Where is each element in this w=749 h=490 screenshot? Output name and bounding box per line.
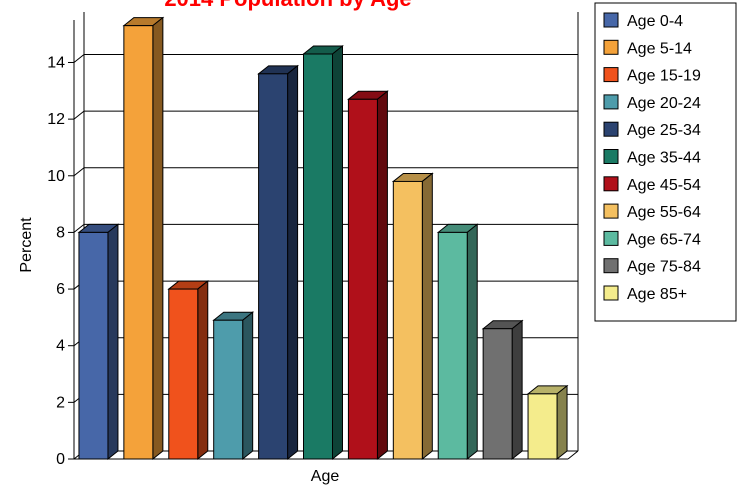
bar-side [242, 311, 254, 461]
grid-slant [73, 167, 85, 177]
bar-front [78, 231, 109, 460]
bar-age-65-74 [436, 223, 479, 461]
bar-front [482, 328, 513, 460]
bar-age-85- [526, 384, 569, 461]
grid-slant [73, 224, 85, 233]
bar-side [287, 64, 299, 461]
legend-swatch [603, 121, 619, 137]
bar-age-0-4 [77, 223, 120, 461]
legend-swatch [603, 176, 619, 192]
bar-side [152, 16, 164, 461]
legend-swatch [603, 12, 619, 28]
legend-swatch [603, 285, 619, 301]
bar-front [392, 180, 423, 460]
legend-swatch [603, 67, 619, 83]
legend-label: Age 75-84 [627, 259, 701, 276]
bar-front [213, 319, 244, 460]
bar-side [556, 384, 568, 461]
bar-age-75-84 [481, 319, 524, 461]
legend-label: Age 35-44 [627, 150, 701, 167]
bar-age-45-54 [346, 90, 389, 461]
bar-side [466, 223, 478, 461]
legend-swatch [603, 39, 619, 55]
legend-label: Age 25-34 [627, 122, 701, 139]
grid-slant [73, 54, 85, 63]
bar-side [421, 172, 433, 461]
axis-layer: 0 2 4 6 8 10 12 14 [47, 20, 568, 468]
y-tick-label: 14 [47, 54, 65, 71]
y-axis-label: Percent [18, 217, 35, 273]
legend-label: Age 0-4 [627, 13, 683, 30]
y-tick-label: 10 [47, 168, 65, 185]
legend-label: Age 20-24 [627, 95, 701, 112]
bar-front [258, 73, 289, 460]
bar-side [107, 223, 119, 461]
legend: Age 0-4 Age 5-14 Age 15-19 Age 20-24 Age 25-… [594, 2, 737, 322]
y-tick-label: 8 [56, 224, 65, 241]
y-tick-label: 4 [56, 338, 65, 355]
legend-swatch [603, 149, 619, 164]
floor-edge [567, 450, 579, 460]
legend-label: Age 15-19 [627, 68, 701, 85]
y-tick-label: 0 [56, 451, 65, 468]
grid-slant [73, 110, 85, 120]
y-tick-label: 6 [56, 281, 65, 298]
legend-label: Age 5-14 [627, 40, 692, 57]
y-tick-label: 2 [56, 394, 65, 411]
bar-age-15-19 [167, 280, 210, 461]
bar-side [511, 319, 523, 461]
legend-swatch [603, 230, 619, 246]
bar-front [437, 231, 468, 460]
legend-swatch [603, 203, 619, 219]
legend-label: Age 55-64 [627, 204, 701, 221]
legend-swatch [603, 258, 619, 274]
bar-age-35-44 [302, 44, 344, 461]
chart-title: 2014 Population by Age [164, 0, 411, 11]
legend-swatch [603, 94, 619, 110]
bar-age-55-64 [391, 172, 434, 461]
bar-side [197, 280, 209, 461]
bar-side [332, 44, 343, 461]
x-axis-label: Age [311, 468, 340, 485]
legend-label: Age 65-74 [627, 231, 701, 248]
bar-front [347, 98, 378, 460]
bar-front [527, 393, 558, 460]
bar-front [303, 53, 333, 460]
legend-label: Age 45-54 [627, 177, 701, 194]
bar-age-20-24 [212, 311, 255, 461]
bar-side [376, 90, 388, 461]
bar-age-25-34 [257, 64, 300, 461]
y-tick-label: 12 [47, 111, 65, 128]
bar-front [123, 25, 154, 460]
bar-age-5-14 [122, 16, 165, 461]
legend-label: Age 85+ [627, 286, 687, 303]
bars-layer [77, 16, 569, 461]
bar-front [168, 288, 199, 460]
